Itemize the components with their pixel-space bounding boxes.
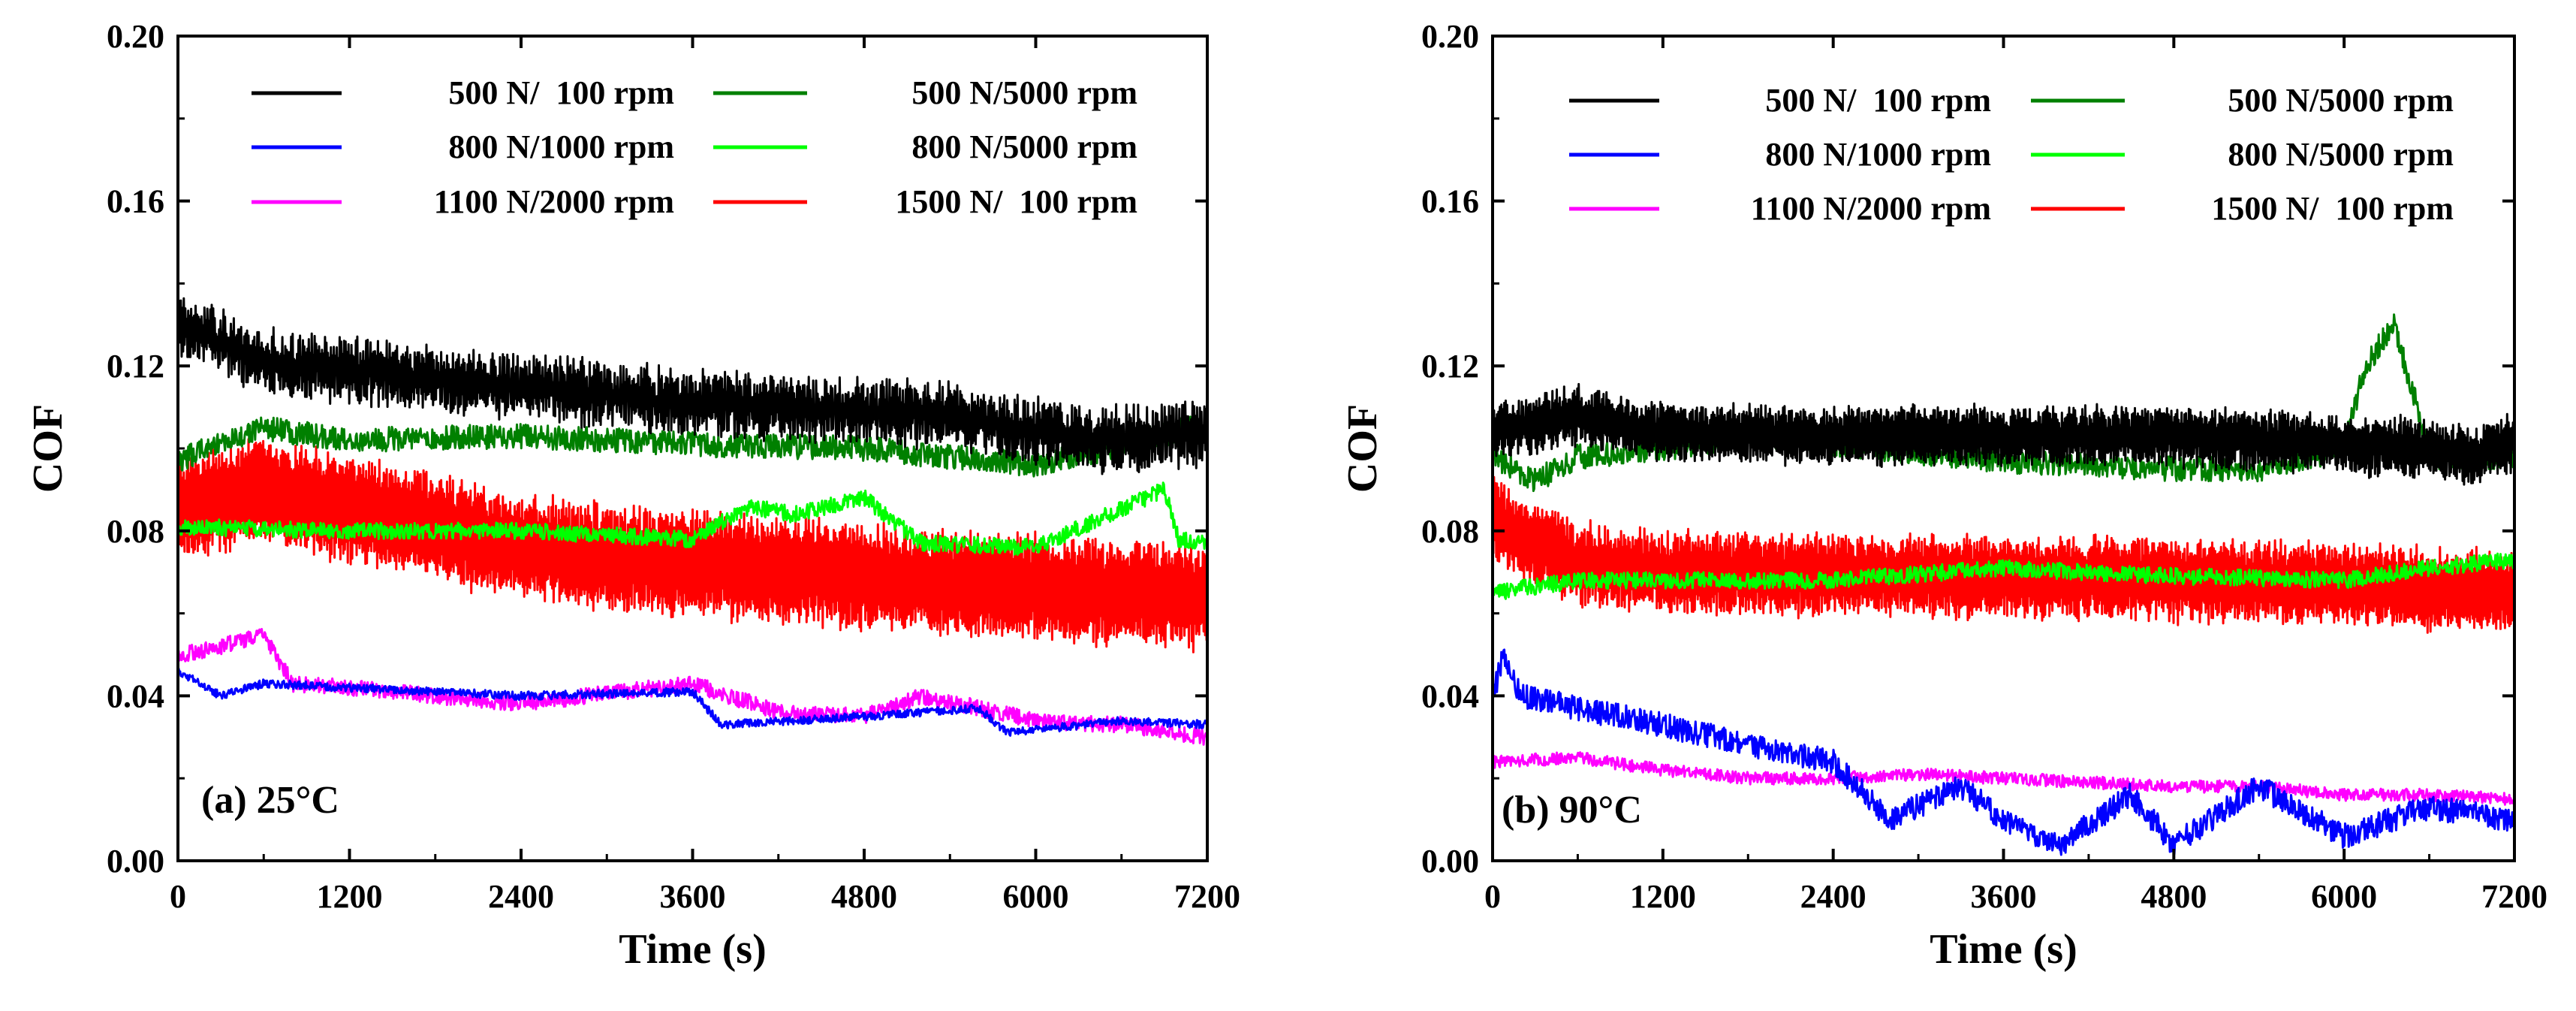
x-tick-label: 6000	[1003, 878, 1069, 915]
legend-item: 800 N/5000 rpm	[2031, 136, 2454, 173]
legend-item: 800 N/1000 rpm	[1569, 136, 1991, 173]
legend-item: 500 N/ 100 rpm	[1569, 82, 1991, 119]
legend-item: 800 N/1000 rpm	[252, 128, 674, 165]
legend-label: 1100 N/2000 rpm	[434, 183, 674, 220]
x-tick-label: 1200	[317, 878, 383, 915]
series-line-5	[178, 438, 1207, 653]
legend-label: 800 N/1000 rpm	[1765, 136, 1991, 173]
chart-panel-b: 0 1200 2400 3600 4800 6000 7200 0.00 0.04 0.08 0.1…	[1339, 18, 2547, 973]
legend-label: 800 N/5000 rpm	[2228, 136, 2454, 173]
chart-panel-a: 0 1200 2400 3600 4800 6000 7200 0.00 0.04 0.08 0.1…	[25, 18, 1240, 973]
series-line-4	[1493, 552, 2514, 600]
legend-item: 1500 N/ 100 rpm	[2031, 190, 2454, 227]
y-tick-label: 0.16	[107, 183, 164, 220]
panel-label: (b) 90°C	[1502, 789, 1642, 831]
x-axis-title: Time (s)	[1930, 926, 2077, 973]
series-line-0	[1493, 382, 2514, 486]
y-tick-label: 0.16	[1421, 183, 1479, 220]
legend-item: 500 N/5000 rpm	[713, 74, 1137, 111]
legend-item: 500 N/5000 rpm	[2031, 82, 2454, 119]
x-tick-label: 7200	[2481, 878, 2547, 915]
series-line-1	[1493, 648, 2514, 856]
series-line-4	[178, 481, 1207, 556]
series-line-1	[178, 666, 1207, 737]
x-tick-label: 6000	[2311, 878, 2377, 915]
x-tick-label: 0	[170, 878, 186, 915]
y-axis-title: COF	[1339, 404, 1386, 493]
legend-item: 1100 N/2000 rpm	[1569, 190, 1991, 227]
x-tick-label: 0	[1484, 878, 1501, 915]
y-axis-title: COF	[25, 404, 71, 493]
x-tick-label: 4800	[831, 878, 897, 915]
y-tick-label: 0.20	[107, 18, 164, 55]
y-tick-label: 0.12	[1421, 348, 1479, 385]
y-tick-label: 0.04	[107, 678, 164, 714]
legend-label: 800 N/1000 rpm	[448, 128, 674, 165]
legend-label: 1500 N/ 100 rpm	[2211, 190, 2454, 227]
legend-label: 500 N/5000 rpm	[2228, 82, 2454, 119]
x-tick-label: 7200	[1174, 878, 1240, 915]
legend-label: 500 N/ 100 rpm	[1765, 82, 1991, 119]
series-group	[1493, 313, 2514, 856]
legend-item: 1500 N/ 100 rpm	[713, 183, 1137, 220]
legend-label: 1500 N/ 100 rpm	[895, 183, 1137, 220]
legend: 500 N/ 100 rpm 800 N/1000 rpm 1100 N/2000 …	[252, 74, 1137, 220]
panel-label: (a) 25°C	[201, 779, 339, 822]
x-tick-label: 4800	[2141, 878, 2207, 915]
x-axis-title: Time (s)	[619, 926, 767, 973]
legend-label: 500 N/ 100 rpm	[448, 74, 674, 111]
y-tick-label: 0.12	[107, 348, 164, 385]
legend-label: 1100 N/2000 rpm	[1751, 190, 1991, 227]
y-tick-label: 0.08	[107, 513, 164, 550]
legend: 500 N/ 100 rpm 800 N/1000 rpm 1100 N/2000 …	[1569, 82, 2454, 227]
legend-item: 1100 N/2000 rpm	[252, 183, 674, 220]
y-tick-label: 0.00	[1421, 843, 1479, 880]
x-tick-label: 1200	[1630, 878, 1696, 915]
series-line-2	[1493, 751, 2514, 806]
y-tick-label: 0.08	[1421, 513, 1479, 550]
legend-label: 500 N/5000 rpm	[911, 74, 1137, 111]
y-tick-label: 0.20	[1421, 18, 1479, 55]
series-line-0	[178, 289, 1207, 475]
y-tick-label: 0.04	[1421, 678, 1479, 714]
series-line-5	[1493, 475, 2514, 634]
x-tick-label: 2400	[1800, 878, 1866, 915]
x-tick-label: 3600	[660, 878, 726, 915]
y-tick-label: 0.00	[107, 843, 164, 880]
legend-item: 800 N/5000 rpm	[713, 128, 1137, 165]
series-group	[178, 289, 1207, 746]
x-tick-label: 3600	[1971, 878, 2037, 915]
legend-label: 800 N/5000 rpm	[911, 128, 1137, 165]
legend-item: 500 N/ 100 rpm	[252, 74, 674, 111]
x-tick-label: 2400	[488, 878, 554, 915]
